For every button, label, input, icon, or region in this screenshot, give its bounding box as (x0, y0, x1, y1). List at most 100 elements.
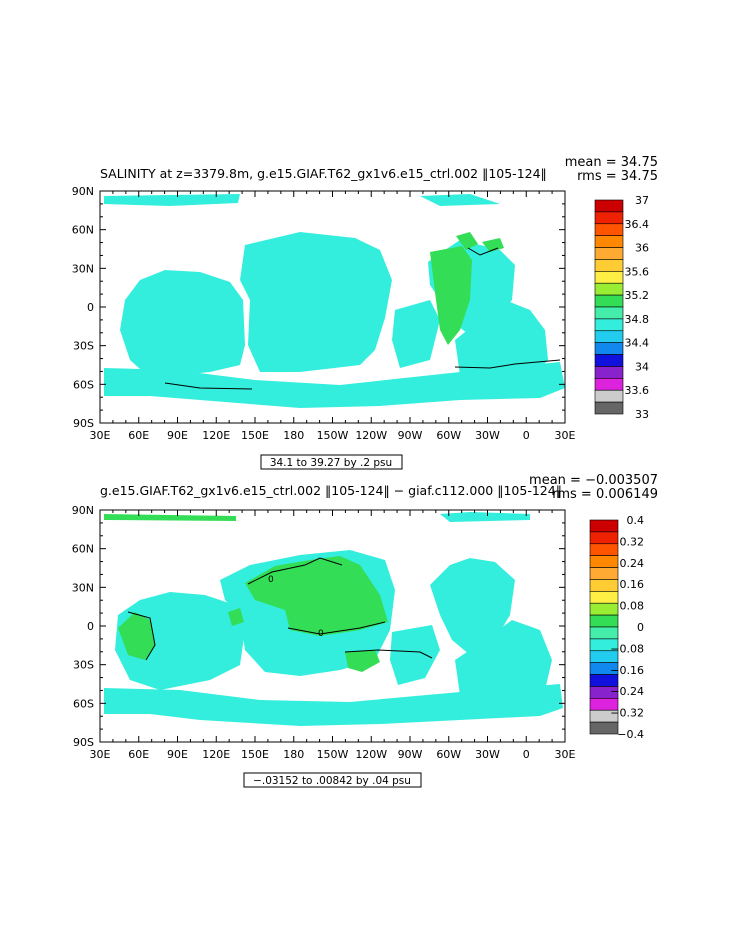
colorbar-label: 0.24 (620, 557, 645, 570)
lat-label: 30S (73, 340, 94, 353)
panel-1-range-label: 34.1 to 39.27 by .2 psu (270, 457, 392, 469)
panel-1-title: SALINITY at z=3379.8m, g.e15.GIAF.T62_gx… (100, 166, 547, 181)
colorbar-label: −0.16 (610, 664, 644, 677)
lat-label: 60N (72, 543, 94, 556)
panel-2-range-label: −.03152 to .00842 by .04 psu (253, 775, 411, 787)
panel-2-range-box (243, 772, 422, 788)
south-pacific-contour (344, 649, 433, 659)
panel-1: SALINITY at z=3379.8m, g.e15.GIAF.T62_gx… (72, 155, 658, 470)
colorbar-swatch (589, 591, 619, 604)
colorbar-label: 0.08 (620, 600, 645, 613)
lon-label: 150W (317, 429, 349, 442)
colorbar-swatch (589, 567, 619, 580)
panel-2-title: g.e15.GIAF.T62_gx1v6.e15_ctrl.002 ‖105-1… (100, 483, 562, 498)
contour-label-tropical-pacific: 0 (318, 629, 324, 639)
panel-1-lon-ticks: 30E 60E 90E 120E 150E 180 150W 120W 90W 60W 30W 0 30… (90, 191, 576, 442)
panel-2-mean-label: mean = −0.003507 (529, 473, 658, 488)
lon-label: 30E (555, 748, 576, 761)
lon-label: 150E (241, 748, 269, 761)
colorbar-swatch (594, 247, 624, 260)
colorbar-swatch (594, 199, 624, 213)
arctic-positive (104, 514, 236, 521)
lat-label: 90N (72, 504, 94, 517)
lon-label: 120W (355, 748, 387, 761)
lon-label: 90W (398, 748, 423, 761)
lon-label: 90E (167, 429, 188, 442)
lon-label: 150E (241, 429, 269, 442)
colorbar-swatch (594, 318, 624, 332)
lon-label: 180 (283, 748, 304, 761)
colorbar-swatch (589, 602, 619, 616)
colorbar-swatch (594, 306, 624, 320)
colorbar-label: 35.6 (625, 265, 650, 278)
colorbar-label: −0.4 (617, 728, 644, 741)
lat-label: 60S (73, 378, 94, 391)
colorbar-swatch (594, 401, 624, 415)
labrador-patch (482, 238, 504, 252)
lon-label: 120E (202, 748, 230, 761)
colorbar-label: 36.4 (625, 218, 650, 231)
north-pacific-contour (247, 557, 343, 585)
colorbar-swatch (594, 223, 624, 236)
colorbar-swatch (589, 555, 619, 568)
colorbar-label: −0.32 (610, 707, 644, 720)
lat-label: 90N (72, 185, 94, 198)
indian-ocean-2 (115, 592, 245, 690)
panel-1-mean-label: mean = 34.75 (565, 155, 658, 170)
lat-label: 0 (87, 620, 94, 633)
lat-label: 60N (72, 224, 94, 237)
colorbar-swatch (594, 389, 624, 403)
atlantic-south-2 (455, 620, 552, 704)
colorbar-swatch (594, 259, 624, 272)
colorbar-label: 37 (635, 194, 649, 207)
colorbar-label: 0.32 (620, 535, 645, 548)
southern-ocean (104, 362, 565, 408)
lon-label: 30W (475, 748, 500, 761)
colorbar-label: 33.6 (625, 384, 650, 397)
atlantic-tongue (430, 246, 472, 345)
colorbar-swatch (589, 519, 619, 533)
colorbar-swatch (589, 614, 619, 628)
lon-label: 30W (475, 429, 500, 442)
colorbar-label: 34.8 (625, 313, 650, 326)
indian-ocean (120, 270, 245, 378)
panel-2-lon-ticks: 30E 60E 90E 120E 150E 180 150W 120W 90W 60W 30W 0 30… (90, 510, 576, 761)
colorbar-swatch (594, 271, 624, 284)
colorbar-swatch (589, 543, 619, 556)
colorbar-label: 0 (637, 621, 644, 634)
arabian-positive (118, 612, 155, 660)
panel-1-range-box (260, 454, 403, 470)
panel-1-ocean (104, 194, 565, 408)
panel-1-map (100, 191, 565, 423)
indonesia-positive (228, 608, 244, 626)
colorbar-swatch (594, 366, 624, 379)
nordic-contour (467, 247, 499, 256)
southern-ocean-2 (104, 684, 563, 726)
lon-label: 0 (523, 429, 530, 442)
pacific-ocean (240, 232, 392, 372)
panel-1-rms-label: rms = 34.75 (577, 169, 658, 184)
panel-2-lat-ticks: 90N 60N 30N 0 30S 60S 90S (72, 504, 565, 749)
colorbar-swatch (594, 235, 624, 248)
panel-1-lat-ticks: 90N 60N 30N 0 30S 60S 90S (72, 185, 565, 430)
pacific-east-2 (390, 625, 440, 685)
lon-label: 120E (202, 429, 230, 442)
contour-label-north-pacific: 0 (268, 575, 274, 585)
lon-label: 120W (355, 429, 387, 442)
lat-label: 90S (73, 417, 94, 430)
colorbar-label: 35.2 (625, 289, 650, 302)
colorbar-swatch (594, 211, 624, 225)
arctic-ocean (104, 194, 240, 206)
colorbar-swatch (594, 354, 624, 367)
lon-label: 60W (436, 748, 461, 761)
lon-label: 0 (523, 748, 530, 761)
lat-label: 60S (73, 697, 94, 710)
lat-label: 30N (72, 262, 94, 275)
colorbar-label: 34 (635, 360, 649, 373)
panel-2-contours (127, 557, 433, 661)
colorbar-label: 0.16 (620, 578, 645, 591)
lon-label: 180 (283, 429, 304, 442)
panel-1-colorbar: 37 36.4 36 35.6 35.2 34.8 34.4 34 33.6 33 (594, 194, 650, 421)
colorbar-label: 33 (635, 408, 649, 421)
